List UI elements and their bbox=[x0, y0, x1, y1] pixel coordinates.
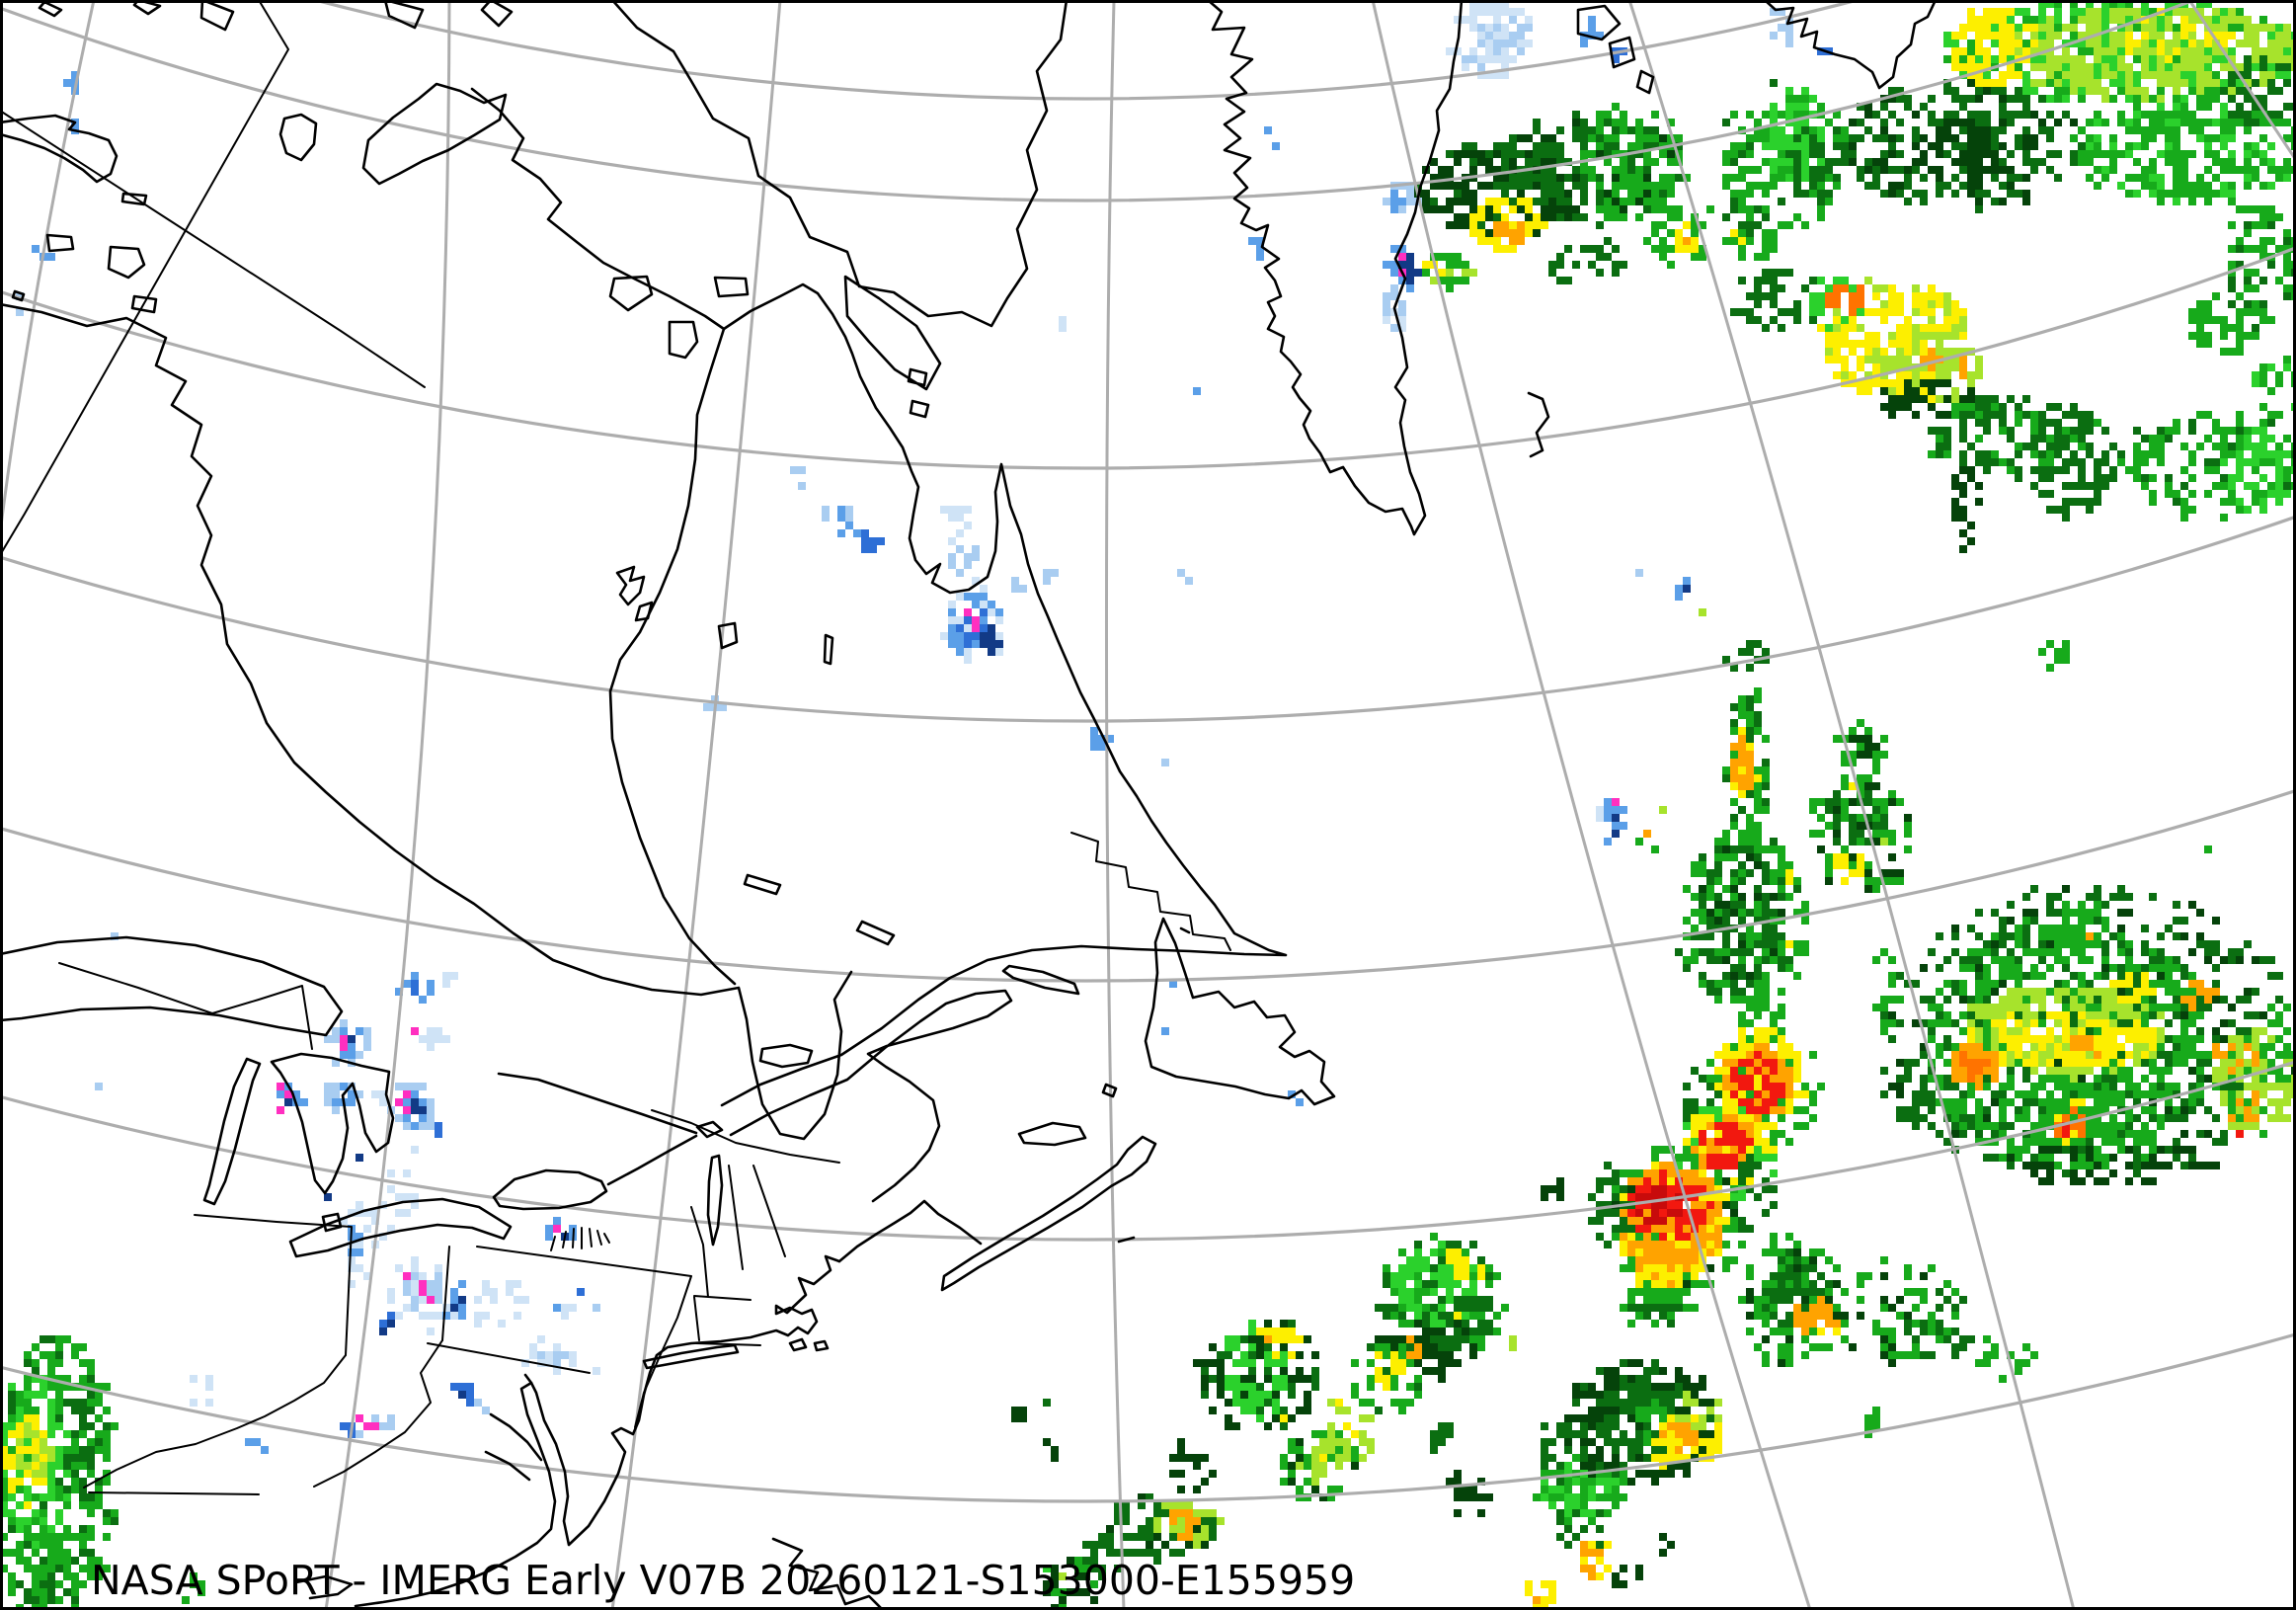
political-border-layer bbox=[0, 0, 1231, 1495]
map-title-label: NASA SPoRT - IMERG Early V07B 20260121-S… bbox=[91, 1557, 1355, 1604]
coastline-layer bbox=[0, 0, 1938, 1610]
